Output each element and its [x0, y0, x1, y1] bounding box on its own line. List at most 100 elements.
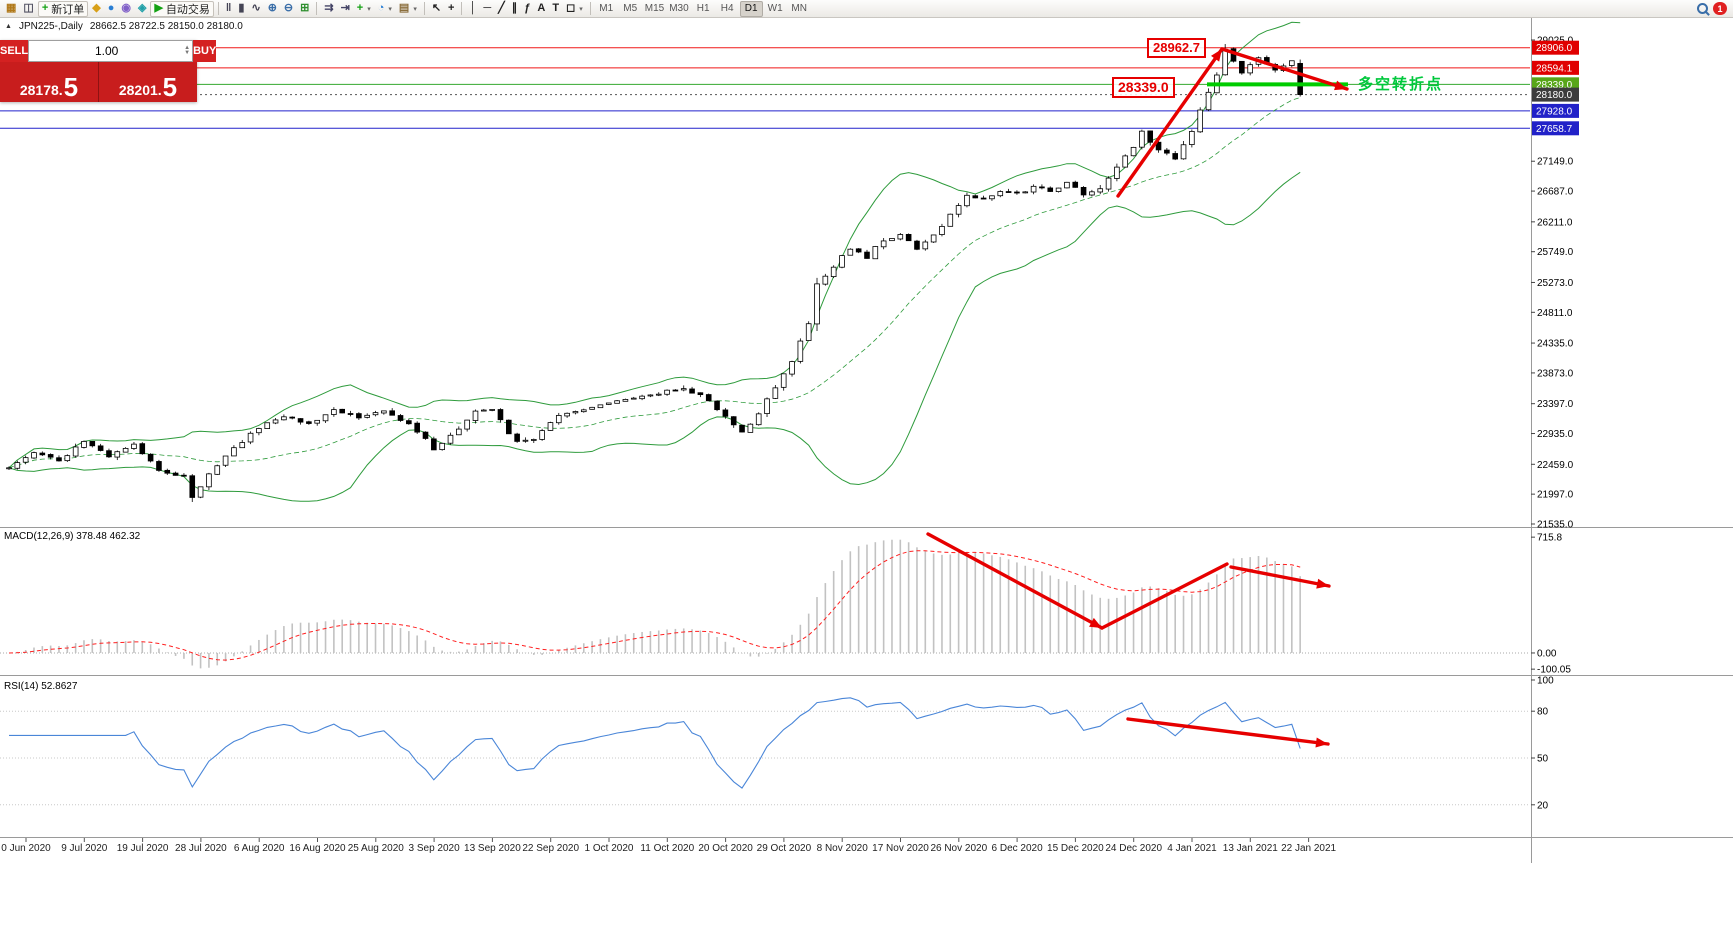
buy-price-button[interactable]: 28201. 5 — [99, 62, 197, 102]
sell-price-button[interactable]: 28178. 5 — [0, 62, 99, 102]
bar-chart-mode-icon[interactable]: ‖ — [223, 1, 234, 17]
shapes-tool-icon[interactable]: ◻ ▾ — [563, 1, 586, 17]
timeframe-h4[interactable]: H4 — [720, 3, 734, 14]
annotation-support-price[interactable]: 28339.0 — [1112, 77, 1175, 98]
price-label-chip — [1532, 87, 1579, 102]
svg-text:22935.0: 22935.0 — [1537, 429, 1574, 440]
periods-button-dropdown[interactable]: ▾ — [388, 5, 392, 13]
web-terminal-icon[interactable]: ● — [105, 1, 118, 17]
macd-indicator-label: MACD(12,26,9) 378.48 462.32 — [4, 531, 141, 542]
crosshair-tool-icon-glyph: + — [448, 2, 455, 14]
buy-price-big-digit: 5 — [162, 71, 178, 102]
vertical-line-tool-icon[interactable]: │ — [466, 1, 479, 17]
toolbar-items: ▦ ◫ + 新订单 ◆ ● ◉ ◈ ▶ 自动交易 ‖ ▮ ∿ ⊕ ⊖ ⊞ ⇉ ⇥ + ▾ ◔ ▾ ▤ ▾ ↖ + │ ─ ╱ ∥ ƒ A T ◻ ▾… — [3, 0, 811, 18]
one-click-panel-toggle[interactable]: ▲ — [5, 23, 12, 30]
templates-button[interactable]: ▤ ▾ — [396, 1, 420, 17]
mql-wizard-icon[interactable]: ◆ — [89, 1, 103, 17]
channel-tool-icon[interactable]: ∥ — [509, 1, 521, 17]
timeframe-mn[interactable]: MN — [791, 3, 807, 14]
volume-spinner[interactable]: ▲ ▼ — [28, 40, 194, 62]
svg-text:27928.0: 27928.0 — [1536, 106, 1573, 117]
tile-windows-icon[interactable]: ⊞ — [297, 1, 312, 17]
horizontal-line-tool-icon[interactable]: ─ — [480, 1, 494, 17]
svg-text:28 Jul 2020: 28 Jul 2020 — [175, 843, 227, 854]
svg-text:25 Aug 2020: 25 Aug 2020 — [348, 843, 405, 854]
timeframe-m5[interactable]: M5 — [623, 3, 638, 14]
timeframe-d1[interactable]: D1 — [739, 0, 763, 17]
volume-up-icon[interactable]: ▲ — [184, 45, 191, 51]
label-tool-icon[interactable]: T — [549, 1, 562, 17]
indicators-button[interactable]: + ▾ — [354, 1, 374, 17]
chart-symbol-period: JPN225-,Daily — [18, 21, 83, 32]
indicators-button-dropdown[interactable]: ▾ — [367, 5, 371, 13]
sell-button[interactable]: SELL — [0, 40, 29, 62]
chart-window-icon-glyph: ▦ — [6, 2, 17, 14]
volume-input[interactable] — [29, 44, 185, 58]
chart-shift-icon[interactable]: ⇥ — [338, 1, 353, 17]
auto-scroll-icon[interactable]: ⇉ — [321, 1, 336, 17]
volume-arrows[interactable]: ▲ ▼ — [184, 45, 192, 56]
market-icon[interactable]: ◈ — [135, 1, 149, 17]
timeframe-h1[interactable]: H1 — [696, 3, 710, 14]
volume-down-icon[interactable]: ▼ — [184, 50, 191, 56]
time-axis[interactable]: 0 Jun 2020 9 Jul 2020 19 Jul 2020 28 Jul 20… — [1, 838, 1337, 854]
trend-arrow-macd — [1100, 562, 1229, 630]
community-icon[interactable]: ◉ — [118, 1, 134, 17]
crosshair-tool-icon[interactable]: + — [445, 1, 457, 17]
svg-text:27658.7: 27658.7 — [1536, 124, 1573, 135]
svg-text:25749.0: 25749.0 — [1537, 247, 1574, 258]
buy-button[interactable]: BUY — [193, 40, 217, 62]
macd-pane[interactable] — [0, 539, 1530, 669]
trend-arrow-main — [1116, 47, 1224, 198]
cursor-tool-icon[interactable]: ↖ — [429, 1, 444, 17]
line-chart-mode-icon[interactable]: ∿ — [248, 1, 263, 17]
profile-icon[interactable]: ◫ — [20, 1, 36, 17]
price-chart-canvas[interactable]: 29025.027149.026687.026211.025749.025273… — [0, 18, 1733, 947]
timeframe-w1[interactable]: W1 — [767, 3, 783, 14]
periods-button[interactable]: ◔ ▾ — [375, 1, 395, 17]
channel-tool-icon-glyph: ∥ — [511, 2, 518, 14]
fibonacci-tool-icon[interactable]: ƒ — [521, 1, 533, 17]
main-price-pane[interactable] — [0, 21, 1530, 503]
timeframe-m1[interactable]: M1 — [599, 3, 614, 14]
autotrading-glyph: ▶ — [154, 2, 163, 14]
price-axis[interactable]: 29025.027149.026687.026211.025749.025273… — [1531, 36, 1579, 812]
svg-text:16 Aug 2020: 16 Aug 2020 — [289, 843, 346, 854]
zoom-out-icon[interactable]: ⊖ — [281, 1, 296, 17]
svg-text:26211.0: 26211.0 — [1537, 217, 1573, 228]
price-label-chip — [1532, 121, 1579, 136]
shapes-tool-icon-dropdown[interactable]: ▾ — [579, 5, 583, 13]
sell-price-base: 28178. — [19, 82, 63, 98]
annotation-arrows[interactable] — [926, 47, 1349, 748]
price-label-chip — [1532, 60, 1579, 75]
annotation-turning-point-note[interactable]: 多空转折点 — [1358, 76, 1444, 93]
svg-text:11 Oct 2020: 11 Oct 2020 — [640, 843, 694, 854]
svg-text:6 Aug 2020: 6 Aug 2020 — [234, 843, 285, 854]
annotation-peak-price[interactable]: 28962.7 — [1147, 38, 1206, 58]
trendline-tool-icon[interactable]: ╱ — [495, 1, 508, 17]
svg-text:21535.0: 21535.0 — [1537, 520, 1574, 531]
svg-text:28180.0: 28180.0 — [1536, 90, 1573, 101]
zoom-in-icon[interactable]: ⊕ — [265, 1, 280, 17]
text-tool-icon-glyph: A — [537, 2, 546, 14]
horizontal-line-tool-icon-glyph: ─ — [483, 2, 492, 14]
bar-chart-mode-icon-glyph: ‖ — [225, 2, 232, 14]
svg-text:29 Oct 2020: 29 Oct 2020 — [757, 843, 812, 854]
toolbar-right-group: 1 — [1697, 2, 1730, 15]
notification-badge[interactable]: 1 — [1713, 2, 1727, 15]
trend-arrow-macd — [1229, 565, 1331, 588]
new-order-button[interactable]: + 新订单 — [37, 0, 89, 17]
templates-button-dropdown[interactable]: ▾ — [413, 5, 417, 13]
chart-window-icon[interactable]: ▦ — [3, 1, 19, 17]
rsi-pane[interactable] — [0, 697, 1530, 806]
text-tool-icon[interactable]: A — [534, 1, 548, 17]
toolbar-separator — [217, 2, 219, 15]
timeframe-m15[interactable]: M15 — [644, 3, 665, 14]
svg-text:100: 100 — [1537, 676, 1554, 687]
candlestick-mode-icon[interactable]: ▮ — [235, 1, 247, 17]
price-label-chip — [1532, 40, 1579, 55]
autotrading-button[interactable]: ▶ 自动交易 — [150, 0, 214, 17]
search-icon[interactable] — [1697, 3, 1708, 14]
timeframe-m30[interactable]: M30 — [669, 3, 689, 14]
